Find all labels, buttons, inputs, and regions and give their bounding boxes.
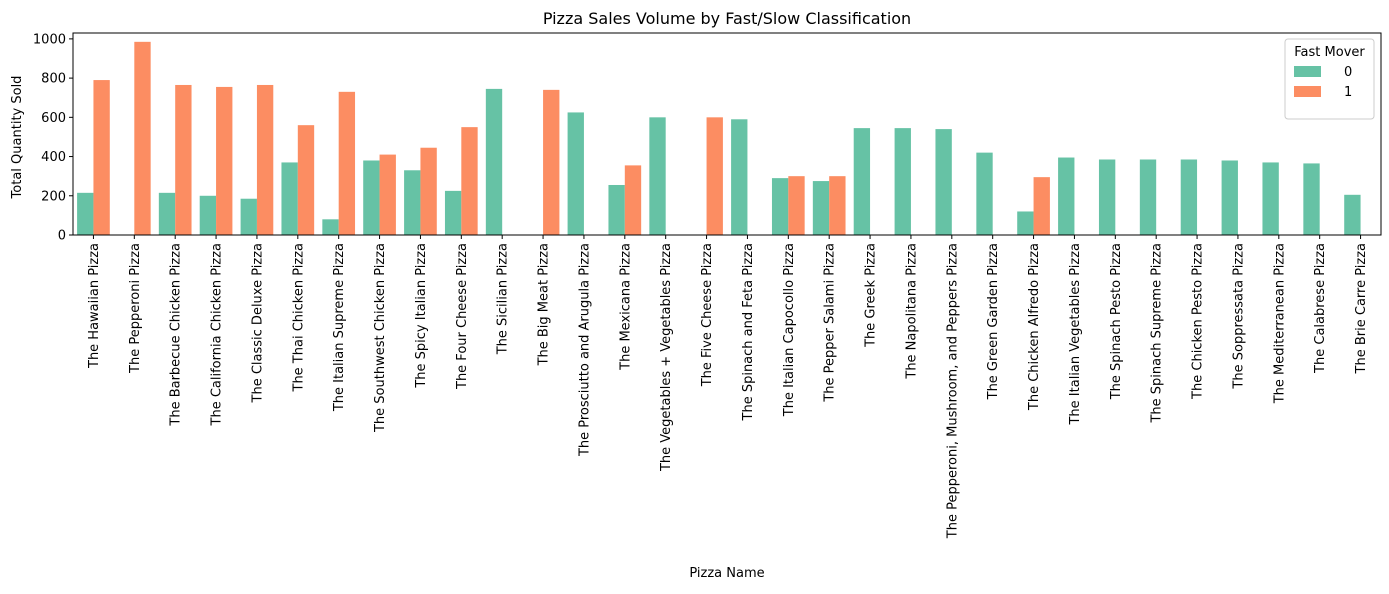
x-tick-label: The Pepperoni Pizza	[128, 243, 143, 374]
bar-series-0-24	[1017, 211, 1034, 235]
bar-series-1-6	[297, 125, 315, 235]
bar-series-1-16	[706, 117, 723, 235]
bar-series-1-14	[624, 165, 642, 235]
legend-swatch-1	[1294, 86, 1321, 97]
bar-series-0-7	[322, 219, 339, 235]
axes-layer: 0 200 400 600 800 1000 The Hawaiian Pizza The P…	[33, 32, 1382, 539]
bar-series-1-3	[175, 84, 192, 235]
legend-box	[1284, 38, 1375, 120]
y-tick-label: 400	[41, 150, 66, 165]
x-tick-label: The Italian Vegetables Pizza	[1068, 243, 1083, 426]
bars-layer	[77, 41, 1361, 236]
y-tick-label: 800	[41, 72, 66, 87]
bar-series-0-27	[1139, 159, 1157, 235]
x-tick-label: The Mediterranean Pizza	[1272, 243, 1287, 404]
x-tick-label: The Pepper Salami Pizza	[823, 243, 838, 403]
x-tick-label: The Spicy Italian Pizza	[414, 243, 429, 389]
bar-series-0-13	[567, 112, 584, 235]
x-tick-label: The Five Cheese Pizza	[700, 243, 715, 387]
x-tick-label: The Italian Capocollo Pizza	[782, 243, 797, 417]
legend: Fast Mover 0 1	[1284, 38, 1375, 120]
legend-swatch-0	[1294, 66, 1321, 77]
bar-series-0-21	[894, 128, 911, 235]
x-tick-label: The Four Cheese Pizza	[455, 243, 470, 390]
x-tick-label: The Classic Deluxe Pizza	[250, 243, 265, 403]
x-tick-label: The Chicken Pesto Pizza	[1191, 243, 1206, 400]
x-tick-label: The Southwest Chicken Pizza	[373, 243, 388, 433]
x-tick-label: The Pepperoni, Mushroom, and Peppers Piz…	[945, 243, 960, 539]
bar-series-1-1	[93, 80, 110, 235]
bar-series-0-26	[1098, 159, 1116, 235]
bar-series-1-10	[461, 127, 478, 235]
bar-series-0-11	[485, 88, 503, 235]
legend-label-0: 0	[1344, 65, 1352, 80]
x-tick-label: The Greek Pizza	[864, 243, 879, 348]
x-tick-label: The Spinach Supreme Pizza	[1150, 243, 1165, 424]
bar-series-0-4	[199, 195, 217, 235]
x-tick-label: The Spinach and Feta Pizza	[741, 243, 756, 421]
bar-series-1-5	[256, 84, 274, 235]
bar-series-0-14	[608, 184, 625, 235]
bar-series-0-5	[240, 198, 257, 235]
bar-series-0-8	[363, 160, 380, 235]
bar-series-0-22	[935, 129, 952, 235]
x-tick-label: The Italian Supreme Pizza	[332, 243, 347, 412]
bar-series-1-8	[379, 154, 396, 235]
x-tick-label: The Soppressata Pizza	[1231, 243, 1246, 390]
bar-series-0-20	[853, 128, 871, 235]
x-tick-label: The Big Meat Pizza	[537, 243, 552, 366]
bar-series-0-19	[812, 181, 830, 235]
bar-series-0-18	[771, 178, 789, 235]
plot-frame	[72, 32, 1382, 236]
bar-series-0-3	[158, 192, 176, 235]
bar-series-0-28	[1180, 159, 1198, 235]
x-tick-label: The Spinach Pesto Pizza	[1109, 243, 1124, 400]
bar-series-0-32	[1344, 194, 1361, 235]
y-tick-label: 1000	[33, 32, 66, 47]
x-tick-label: The Mexicana Pizza	[618, 243, 633, 371]
bar-series-1-24	[1033, 177, 1050, 235]
bar-series-1-12	[543, 89, 560, 236]
bar-series-0-15	[649, 117, 666, 235]
chart-title: Pizza Sales Volume by Fast/Slow Classifi…	[543, 9, 911, 28]
x-tick-label: The Hawaiian Pizza	[87, 243, 102, 369]
bar-series-1-7	[338, 91, 356, 235]
bar-series-1-4	[216, 86, 233, 236]
bar-series-1-19	[829, 176, 846, 235]
legend-title: Fast Mover	[1294, 45, 1365, 60]
bar-series-0-30	[1262, 162, 1279, 235]
bar-series-1-18	[788, 176, 805, 235]
x-axis-label: Pizza Name	[689, 566, 764, 581]
y-tick-label: 600	[41, 111, 66, 126]
bar-series-0-17	[731, 119, 748, 235]
bar-series-0-10	[444, 190, 462, 235]
y-axis-label: Total Quantity Sold	[10, 76, 25, 200]
bar-series-0-29	[1221, 160, 1238, 235]
y-tick-label: 0	[58, 229, 66, 244]
x-tick-label: The Chicken Alfredo Pizza	[1027, 243, 1042, 411]
bar-series-0-31	[1303, 163, 1320, 235]
legend-label-1: 1	[1344, 85, 1352, 100]
x-tick-label: The Vegetables + Vegetables Pizza	[659, 243, 674, 472]
y-tick-label: 200	[41, 189, 66, 204]
bar-series-0-6	[281, 162, 298, 235]
bar-series-0-9	[404, 170, 421, 235]
x-tick-label: The Sicilian Pizza	[496, 243, 511, 355]
x-tick-label: The Green Garden Pizza	[986, 243, 1001, 400]
x-tick-label: The Barbecue Chicken Pizza	[169, 243, 184, 427]
x-tick-label: The Brie Carre Pizza	[1354, 243, 1369, 374]
bar-series-1-2	[134, 41, 151, 235]
x-tick-label: The California Chicken Pizza	[210, 243, 225, 426]
x-tick-label: The Thai Chicken Pizza	[291, 243, 306, 393]
bar-series-1-9	[420, 147, 437, 235]
x-tick-label: The Napolitana Pizza	[904, 243, 919, 380]
x-tick-label: The Calabrese Pizza	[1313, 243, 1328, 374]
x-tick-label: The Prosciutto and Arugula Pizza	[577, 243, 592, 457]
bar-series-0-25	[1058, 157, 1075, 235]
bar-series-0-1	[77, 192, 94, 235]
bar-series-0-23	[976, 152, 993, 235]
